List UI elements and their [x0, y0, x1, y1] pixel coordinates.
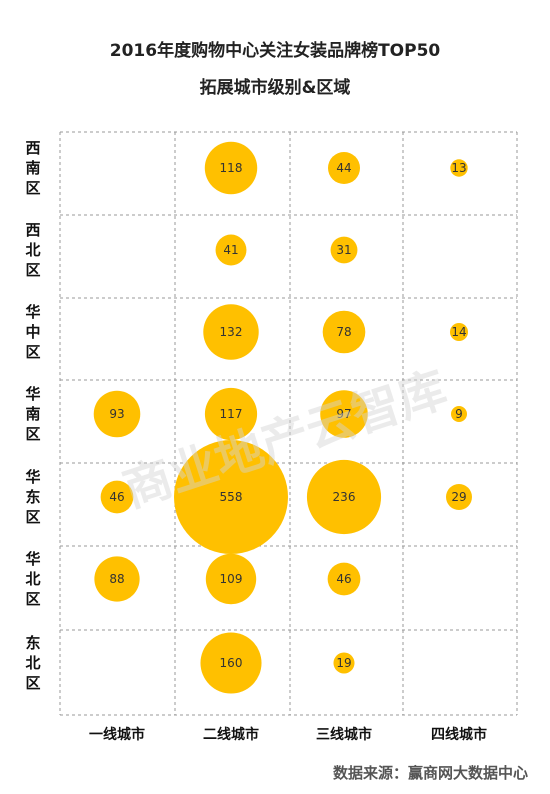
- bubble-value-label: 236: [333, 490, 356, 504]
- bubble-华南区-三线城市: [320, 390, 368, 438]
- bubbles: [93, 141, 472, 694]
- bubble-value-label: 78: [336, 325, 351, 339]
- row-label: 西南区: [25, 139, 40, 197]
- bubble-value-label: 9: [455, 407, 463, 421]
- row-label: 华南区: [25, 385, 40, 443]
- bubble-value-label: 160: [220, 656, 243, 670]
- column-label: 二线城市: [203, 726, 259, 743]
- bubble-value-label: 13: [451, 161, 466, 175]
- bubble-华中区-四线城市: [449, 322, 469, 342]
- bubble-华东区-二线城市: [174, 440, 288, 554]
- chart-title: 2016年度购物中心关注女装品牌榜TOP50: [109, 41, 441, 61]
- row-label: 华北区: [25, 550, 40, 608]
- bubble-华中区-三线城市: [322, 310, 366, 354]
- bubble-value-label: 558: [220, 490, 243, 504]
- row-label: 东北区: [25, 634, 40, 692]
- column-label: 三线城市: [316, 726, 372, 743]
- bubble-value-label: 93: [109, 407, 124, 421]
- bubble-value-label: 46: [109, 490, 124, 504]
- bubble-华东区-四线城市: [446, 484, 472, 510]
- bubble-华北区-一线城市: [94, 556, 140, 602]
- bubble-value-label: 44: [336, 161, 351, 175]
- bubble-西南区-二线城市: [204, 141, 258, 195]
- bubble-value-label: 117: [220, 407, 243, 421]
- bubble-西南区-四线城市: [450, 159, 468, 177]
- row-label: 西北区: [25, 221, 40, 279]
- bubble-华东区-一线城市: [100, 480, 134, 514]
- row-label: 华东区: [25, 468, 40, 526]
- bubble-华北区-二线城市: [205, 553, 257, 605]
- bubble-华南区-二线城市: [204, 387, 258, 441]
- column-label: 一线城市: [89, 726, 145, 743]
- row-label: 华中区: [25, 303, 40, 361]
- data-source: 数据来源：赢商网大数据中心: [332, 764, 528, 782]
- bubble-value-label: 19: [336, 656, 351, 670]
- bubble-value-label: 132: [220, 325, 243, 339]
- bubble-华南区-一线城市: [93, 390, 141, 438]
- grid: [59, 131, 518, 716]
- bubble-value-label: 97: [336, 407, 351, 421]
- bubble-东北区-二线城市: [200, 632, 262, 694]
- column-labels: 一线城市 二线城市 三线城市 四线城市: [89, 726, 487, 743]
- bubble-value-label: 109: [220, 572, 243, 586]
- bubble-value-label: 46: [336, 572, 351, 586]
- bubble-value-label: 29: [451, 490, 466, 504]
- bubble-东北区-三线城市: [333, 652, 355, 674]
- bubble-labels: 118 44 13 41 31 132 78 14 93 117 97 9 46 558 236 29 88 10…: [109, 161, 466, 670]
- bubble-value-label: 41: [223, 243, 238, 257]
- bubble-value-label: 31: [336, 243, 351, 257]
- bubble-西北区-二线城市: [215, 234, 247, 266]
- bubble-华北区-三线城市: [327, 562, 361, 596]
- bubble-华东区-三线城市: [306, 459, 382, 535]
- bubble-value-label: 118: [220, 161, 243, 175]
- chart-subtitle: 拓展城市级别&区域: [199, 78, 351, 98]
- bubble-value-label: 14: [451, 325, 466, 339]
- bubble-华南区-四线城市: [451, 406, 467, 422]
- bubble-西北区-三线城市: [330, 236, 358, 264]
- bubble-华中区-二线城市: [203, 304, 259, 360]
- bubble-value-label: 88: [109, 572, 124, 586]
- bubble-西南区-三线城市: [327, 151, 361, 185]
- column-label: 四线城市: [431, 726, 487, 743]
